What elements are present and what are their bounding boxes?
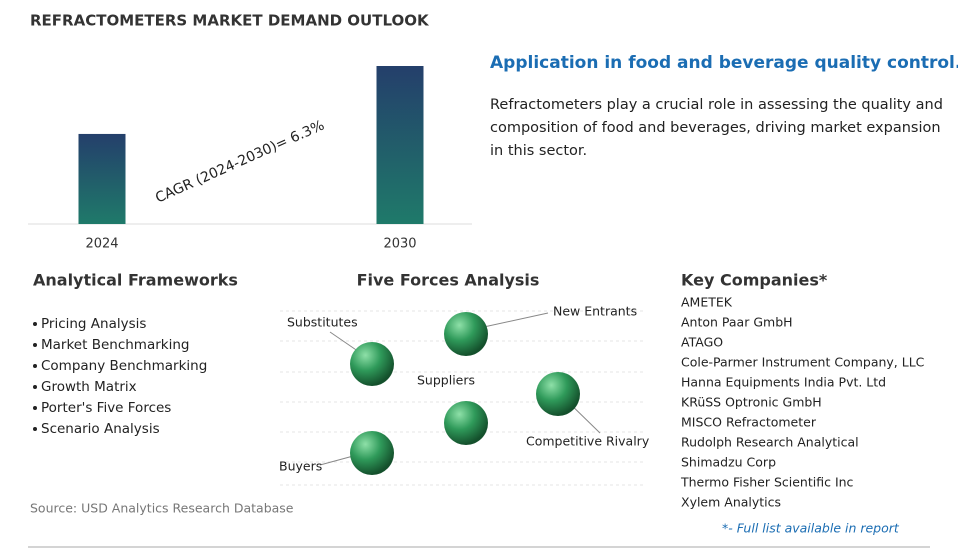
- highlight-heading: Application in food and beverage quality…: [490, 53, 958, 73]
- companies-note: *- Full list available in report: [722, 521, 900, 536]
- framework-item: Porter's Five Forces: [41, 400, 171, 416]
- company-item: AMETEK: [681, 295, 733, 310]
- company-item: Anton Paar GmbH: [681, 315, 793, 330]
- source: Source: USD Analytics Research Database: [30, 501, 294, 516]
- company-item: MISCO Refractometer: [681, 415, 817, 430]
- framework-item: Market Benchmarking: [41, 337, 189, 353]
- highlight-text: composition of food and beverages, drivi…: [490, 120, 941, 136]
- company-item: KRüSS Optronic GmbH: [681, 395, 822, 410]
- bullet: [33, 364, 37, 368]
- bullet: [33, 343, 37, 347]
- company-item: ATAGO: [681, 335, 723, 350]
- company-item: Thermo Fisher Scientific Inc: [680, 475, 854, 490]
- highlight-text: in this sector.: [490, 143, 587, 159]
- force-label: New Entrants: [553, 304, 637, 319]
- company-item: Cole-Parmer Instrument Company, LLC: [681, 355, 925, 370]
- framework-item: Scenario Analysis: [41, 421, 160, 437]
- force-label: Suppliers: [417, 373, 475, 388]
- spheres: [350, 312, 580, 475]
- force-label: Substitutes: [287, 315, 358, 330]
- cagr-annotation: CAGR (2024-2030)= 6.3%: [153, 117, 327, 206]
- five-forces-title: Five Forces Analysis: [357, 271, 540, 290]
- company-item: Rudolph Research Analytical: [681, 435, 859, 450]
- companies-title: Key Companies*: [681, 271, 828, 290]
- bullet: [33, 406, 37, 410]
- force-label: Buyers: [279, 459, 322, 474]
- framework-item: Company Benchmarking: [41, 358, 207, 374]
- highlight-text: Refractometers play a crucial role in as…: [490, 97, 943, 113]
- page-title: REFRACTOMETERS MARKET DEMAND OUTLOOK: [30, 12, 430, 30]
- bullet: [33, 427, 37, 431]
- bullet: [33, 322, 37, 326]
- x-tick-label: 2030: [383, 237, 416, 252]
- company-item: Hanna Equipments India Pvt. Ltd: [681, 375, 886, 390]
- company-item: Xylem Analytics: [681, 495, 781, 510]
- frameworks-title: Analytical Frameworks: [33, 271, 238, 290]
- company-item: Shimadzu Corp: [681, 455, 776, 470]
- framework-item: Growth Matrix: [41, 379, 137, 395]
- framework-item: Pricing Analysis: [41, 316, 146, 332]
- bar: [376, 66, 424, 224]
- bullet: [33, 385, 37, 389]
- x-tick-label: 2024: [85, 237, 118, 252]
- bar: [78, 133, 126, 224]
- force-label: Competitive Rivalry: [526, 434, 650, 449]
